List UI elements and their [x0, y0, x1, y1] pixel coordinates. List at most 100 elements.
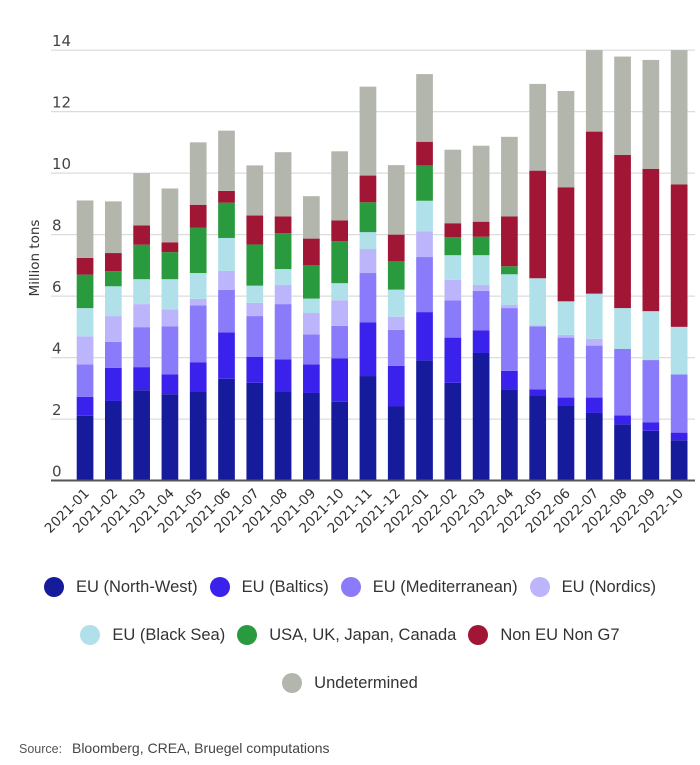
legend-label: EU (Nordics): [561, 577, 657, 596]
bar-segment: [218, 289, 235, 333]
bar-stack-2021-06: [218, 130, 235, 481]
bar-segment: [133, 173, 150, 226]
bar-segment: [331, 325, 349, 359]
bar-segment: [529, 278, 547, 326]
bar-segment: [76, 396, 94, 416]
bar-segment: [359, 376, 377, 481]
bar-segment: [104, 316, 122, 342]
legend-label: EU (North-West): [75, 577, 198, 596]
legend-swatch-icon: [282, 673, 303, 693]
bar-segment: [218, 190, 235, 203]
bar-segment: [416, 200, 433, 232]
bar-stack-2022-02: [444, 149, 462, 481]
bar-segment: [416, 74, 433, 142]
bar-segment: [501, 136, 518, 217]
bar-segment: [529, 83, 547, 171]
bar-segment: [501, 389, 518, 481]
legend-item: USA, UK, Japan, Canada: [237, 625, 456, 645]
bar-stack-2021-07: [246, 165, 264, 481]
bar-segment: [529, 395, 547, 481]
bar-segment: [161, 394, 179, 481]
bar-segment: [642, 311, 660, 361]
bar-segment: [444, 300, 462, 338]
bar-segment: [104, 341, 122, 368]
bar-segment: [642, 59, 660, 169]
legend-row: EU (North-West) EU (Baltics) EU (Mediterra…: [0, 577, 700, 597]
bar-segment: [189, 305, 207, 363]
bar-segment: [218, 378, 235, 481]
bar-segment: [472, 290, 490, 331]
bar-segment: [359, 86, 377, 176]
bar-segment: [557, 337, 575, 398]
bar-segment: [76, 336, 94, 365]
bar-segment: [104, 286, 122, 317]
bar-segment: [359, 202, 377, 233]
bar-segment: [161, 309, 179, 327]
legend-item: EU (Mediterranean): [340, 577, 518, 597]
bar-segment: [529, 325, 547, 327]
bar-segment: [359, 322, 377, 377]
bar-segment: [501, 216, 518, 267]
bar-segment: [642, 422, 660, 431]
bar-segment: [472, 145, 490, 222]
legend-swatch-icon: [237, 625, 258, 645]
bar-segment: [557, 91, 575, 188]
bar-segment: [161, 252, 179, 280]
bar-stack-2022-09: [642, 59, 660, 481]
legend-row: Undetermined: [0, 673, 700, 693]
bar-segment: [529, 389, 547, 396]
y-axis-tick-labels: 0 2 4 6 8 10 12 14: [52, 32, 71, 481]
bar-segment: [246, 302, 264, 317]
y-tick-label: 6: [52, 278, 62, 296]
bar-segment: [104, 253, 122, 272]
bar-segment: [161, 374, 179, 395]
bar-segment: [133, 304, 150, 328]
bar-segment: [303, 334, 320, 365]
bar-segment: [501, 266, 518, 275]
bar-stack-2021-10: [331, 151, 349, 481]
bar-segment: [387, 289, 405, 317]
bar-segment: [387, 261, 405, 290]
bar-segment: [585, 131, 603, 294]
bar-segment: [133, 225, 150, 245]
bar-segment: [416, 231, 433, 258]
legend-swatch-icon: [43, 577, 64, 597]
bar-segment: [104, 400, 122, 481]
bar-segment: [133, 367, 150, 391]
bar-segment: [218, 332, 235, 379]
bar-segment: [472, 236, 490, 256]
bar-segment: [529, 170, 547, 279]
bar-stack-2022-07: [585, 50, 603, 481]
bar-segment: [104, 201, 122, 254]
bar-stack-2021-11: [359, 86, 377, 481]
legend-label: EU (Mediterranean): [372, 577, 518, 596]
bar-segment: [670, 374, 688, 433]
bar-segment: [670, 50, 688, 185]
bar-segment: [274, 359, 292, 392]
bar-segment: [387, 329, 405, 366]
bar-segment: [472, 255, 490, 286]
y-axis-label: Million tons: [27, 220, 43, 297]
legend-swatch-icon: [209, 577, 230, 597]
bar-segment: [557, 334, 575, 338]
bar-segment: [189, 204, 207, 228]
bar-segment: [133, 327, 150, 368]
bar-segment: [444, 237, 462, 256]
bar-stack-2021-03: [133, 173, 150, 481]
bar-segment: [246, 244, 264, 286]
bar-stack-2022-01: [416, 74, 433, 481]
bar-segment: [359, 249, 377, 274]
y-tick-label: 10: [52, 155, 71, 173]
bar-segment: [274, 391, 292, 481]
legend-item: EU (North-West): [43, 577, 198, 597]
bar-stack-2021-01: [76, 200, 94, 481]
bar-stack-2022-03: [472, 145, 490, 481]
bar-segment: [331, 241, 349, 284]
legend-label: Undetermined: [314, 673, 418, 692]
bar-segment: [303, 238, 320, 266]
bar-segment: [331, 401, 349, 481]
bar-segment: [614, 348, 631, 416]
bar-segment: [387, 365, 405, 407]
y-tick-label: 12: [52, 94, 71, 112]
bar-segment: [218, 202, 235, 238]
